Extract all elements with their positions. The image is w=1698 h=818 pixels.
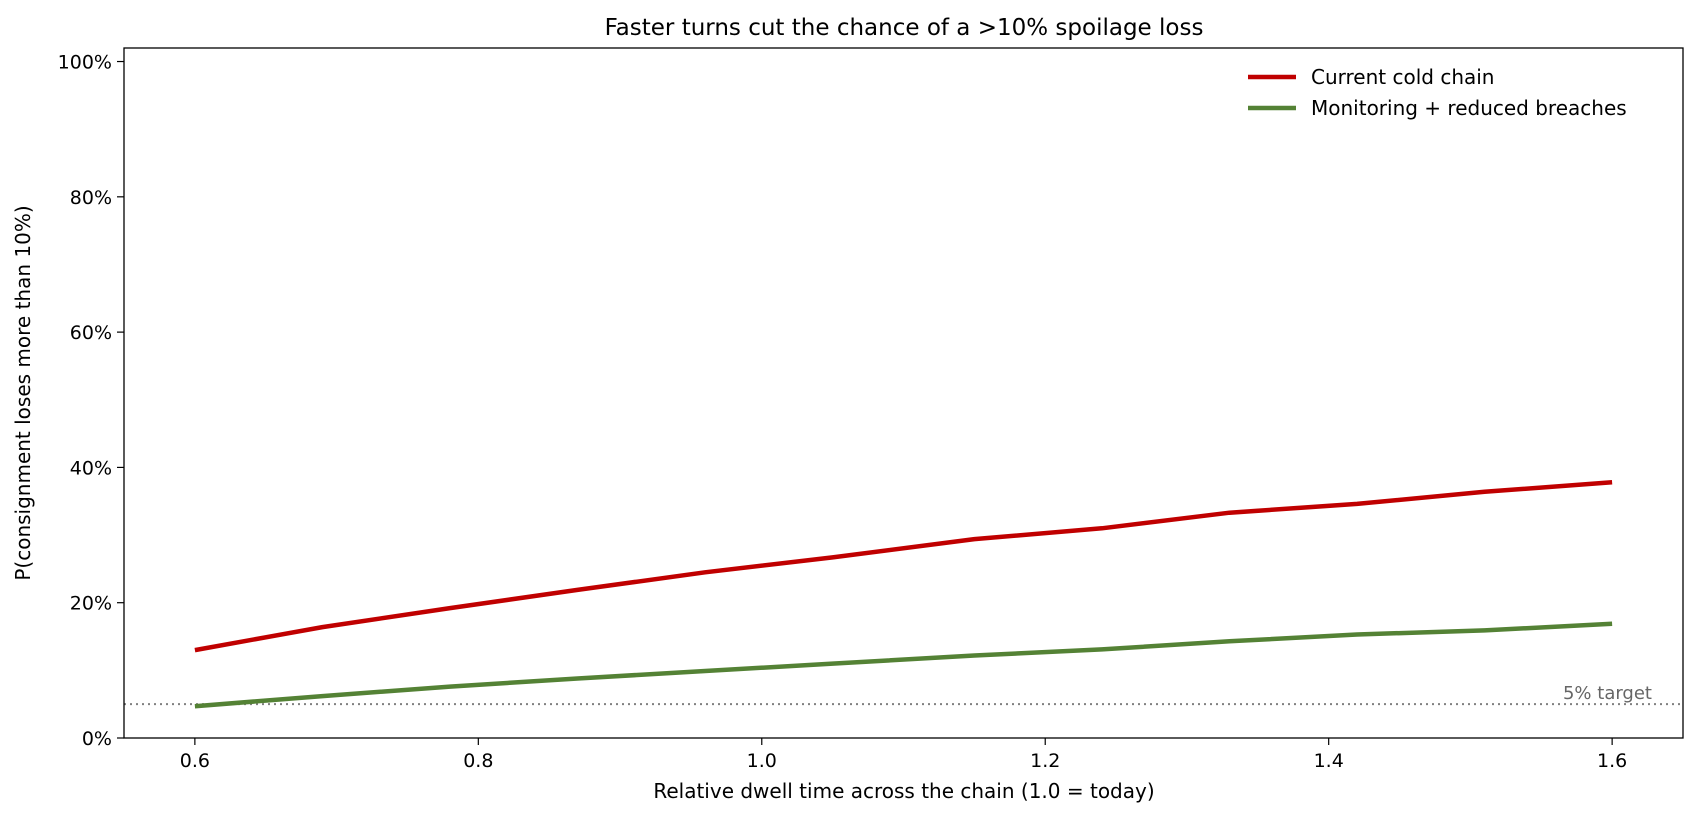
x-tick-label: 1.2 — [1030, 750, 1060, 772]
y-tick-label: 40% — [70, 457, 112, 479]
legend: Current cold chain Monitoring + reduced b… — [1248, 65, 1627, 120]
y-tick-label: 0% — [82, 728, 112, 750]
series-line-current-cold-chain — [194, 480, 1613, 653]
x-tick-label: 0.8 — [463, 750, 493, 772]
axis-ticks: 0.6 0.8 1.0 1.2 1.4 1.6 0% 20% 40% 60% 80% 100% — [58, 52, 1628, 772]
x-tick-label: 1.4 — [1314, 750, 1344, 772]
legend-label: Current cold chain — [1311, 65, 1494, 89]
plot-frame — [123, 47, 1684, 739]
data-series — [194, 480, 1613, 709]
x-tick-label: 0.6 — [180, 750, 210, 772]
chart-title: Faster turns cut the chance of a >10% sp… — [605, 15, 1204, 41]
x-tick-label: 1.6 — [1597, 750, 1627, 772]
x-axis-label: Relative dwell time across the chain (1.… — [653, 779, 1154, 803]
y-tick-label: 100% — [58, 52, 112, 74]
reference-line-group: 5% target — [124, 683, 1683, 706]
legend-label: Monitoring + reduced breaches — [1311, 96, 1627, 120]
y-tick-label: 80% — [70, 187, 112, 209]
target-reference-label: 5% target — [1563, 683, 1652, 704]
y-tick-label: 20% — [70, 593, 112, 615]
series-line-monitoring-reduced-breaches — [194, 621, 1613, 709]
y-axis-label: P(consignment loses more than 10%) — [11, 205, 35, 580]
x-tick-label: 1.0 — [747, 750, 777, 772]
y-tick-label: 60% — [70, 322, 112, 344]
